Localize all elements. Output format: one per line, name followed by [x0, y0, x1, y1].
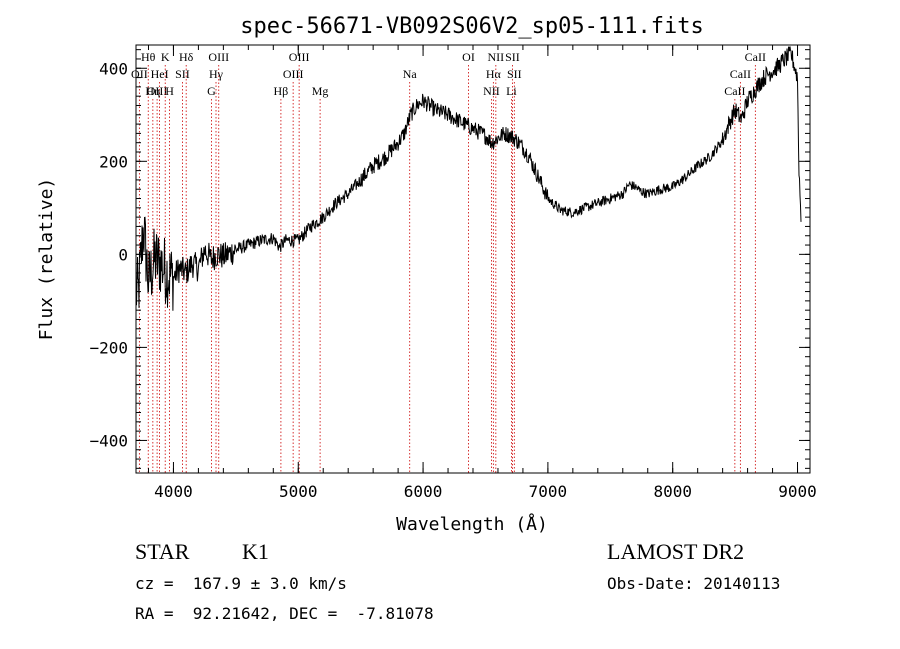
line-marker-label: CaII: [730, 67, 751, 81]
y-tick-label: 0: [118, 245, 128, 264]
line-marker-label: Hβ: [274, 84, 289, 98]
line-marker-label: NII: [483, 84, 500, 98]
plot-frame: [135, 44, 811, 474]
line-marker-label: CaII: [724, 84, 745, 98]
line-marker-label: K: [161, 50, 170, 64]
line-marker-label: SII: [175, 67, 190, 81]
x-axis-label: Wavelength (Å): [396, 513, 548, 535]
x-tick-label: 6000: [404, 482, 443, 501]
spectrum-series: [136, 46, 802, 311]
x-tick-label: 5000: [279, 482, 318, 501]
redshift-info: cz = 167.9 ± 3.0 km/s: [135, 574, 347, 593]
line-marker-label: HeI: [151, 67, 169, 81]
line-marker-label: Li: [506, 84, 517, 98]
coordinates: RA = 92.21642, DEC = -7.81078: [135, 604, 434, 623]
line-marker-label: OIII: [283, 67, 304, 81]
line-marker-label: Hδ: [179, 50, 194, 64]
x-tick-label: 4000: [154, 482, 193, 501]
y-tick-label: 400: [99, 59, 128, 78]
survey-name: LAMOST DR2: [607, 539, 745, 564]
line-marker-label: NII: [488, 50, 505, 64]
y-tick-label: 200: [99, 152, 128, 171]
obs-date: Obs-Date: 20140113: [607, 574, 781, 593]
line-marker-label: OI: [462, 50, 475, 64]
line-marker-label: OIII: [289, 50, 310, 64]
line-marker-label: Na: [403, 67, 418, 81]
line-marker-label: SII: [505, 50, 520, 64]
class-type: STAR: [135, 539, 190, 564]
x-tick-label: 8000: [653, 482, 692, 501]
y-tick-label: −400: [89, 431, 128, 450]
y-axis-label: Flux (relative): [36, 178, 57, 341]
subclass: K1: [242, 539, 269, 564]
line-marker-label: Hγ: [209, 67, 224, 81]
x-tick-label: 7000: [529, 482, 568, 501]
line-marker-label: Hη: [145, 84, 160, 98]
chart-title: spec-56671-VB092S06V2_sp05-111.fits: [240, 14, 704, 39]
spectrum-line: [136, 46, 802, 311]
line-marker-label: Hα: [486, 67, 502, 81]
y-tick-label: −200: [89, 338, 128, 357]
line-marker-label: Hθ: [141, 50, 156, 64]
line-marker-label: CaII: [745, 50, 766, 64]
axis-ticks: 4000 5000 6000 7000 8000 9000 −400 −200 0 200 400: [89, 45, 817, 501]
line-marker-label: OIII: [147, 84, 168, 98]
line-marker-label: OIII: [208, 50, 229, 64]
line-marker-label: Mg: [312, 84, 329, 98]
x-tick-label: 9000: [778, 482, 817, 501]
line-marker-label: G: [207, 84, 216, 98]
line-marker-label: OII: [131, 67, 148, 81]
line-marker-label: SII: [507, 67, 522, 81]
line-marker-label: H: [165, 84, 174, 98]
